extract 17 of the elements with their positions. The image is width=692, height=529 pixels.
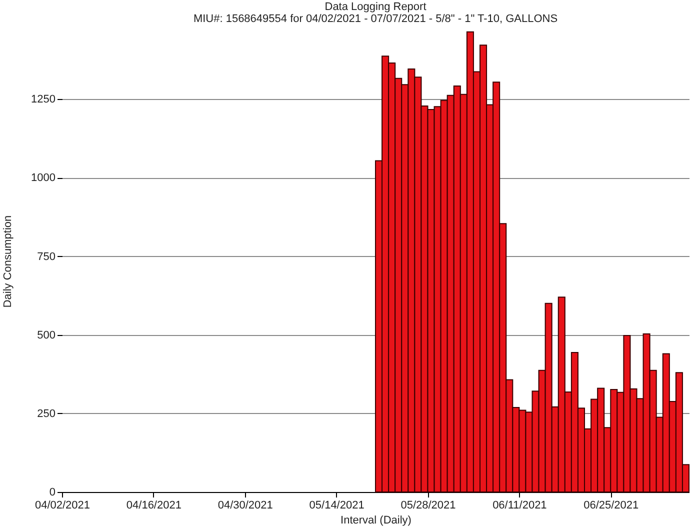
y-tick-label: 0 [49, 486, 56, 498]
x-tick-label: 04/30/2021 [218, 500, 273, 512]
y-tick-label: 1250 [31, 94, 56, 106]
y-tick-label: 500 [37, 329, 56, 342]
chart-title: Data Logging Report [324, 1, 426, 13]
x-tick-label: 06/11/2021 [492, 500, 547, 512]
y-tick-label: 1000 [31, 172, 56, 184]
x-tick-label: 05/14/2021 [309, 500, 364, 512]
x-tick-label: 06/25/2021 [584, 500, 639, 512]
x-tick-label: 04/02/2021 [34, 500, 90, 512]
x-tick-label: 05/28/2021 [400, 500, 456, 512]
y-tick-label: 250 [37, 408, 56, 420]
chart-subtitle: MIU#: 1568649554 for 04/02/2021 - 07/07/2021 - 5/8" - 1" T-10, GALLONS [193, 13, 558, 25]
y-tick-label: 750 [37, 250, 56, 263]
x-tick-label: 04/16/2021 [126, 500, 182, 512]
x-axis-title: Interval (Daily) [340, 514, 412, 526]
y-axis-title: Daily Consumption [2, 215, 14, 308]
